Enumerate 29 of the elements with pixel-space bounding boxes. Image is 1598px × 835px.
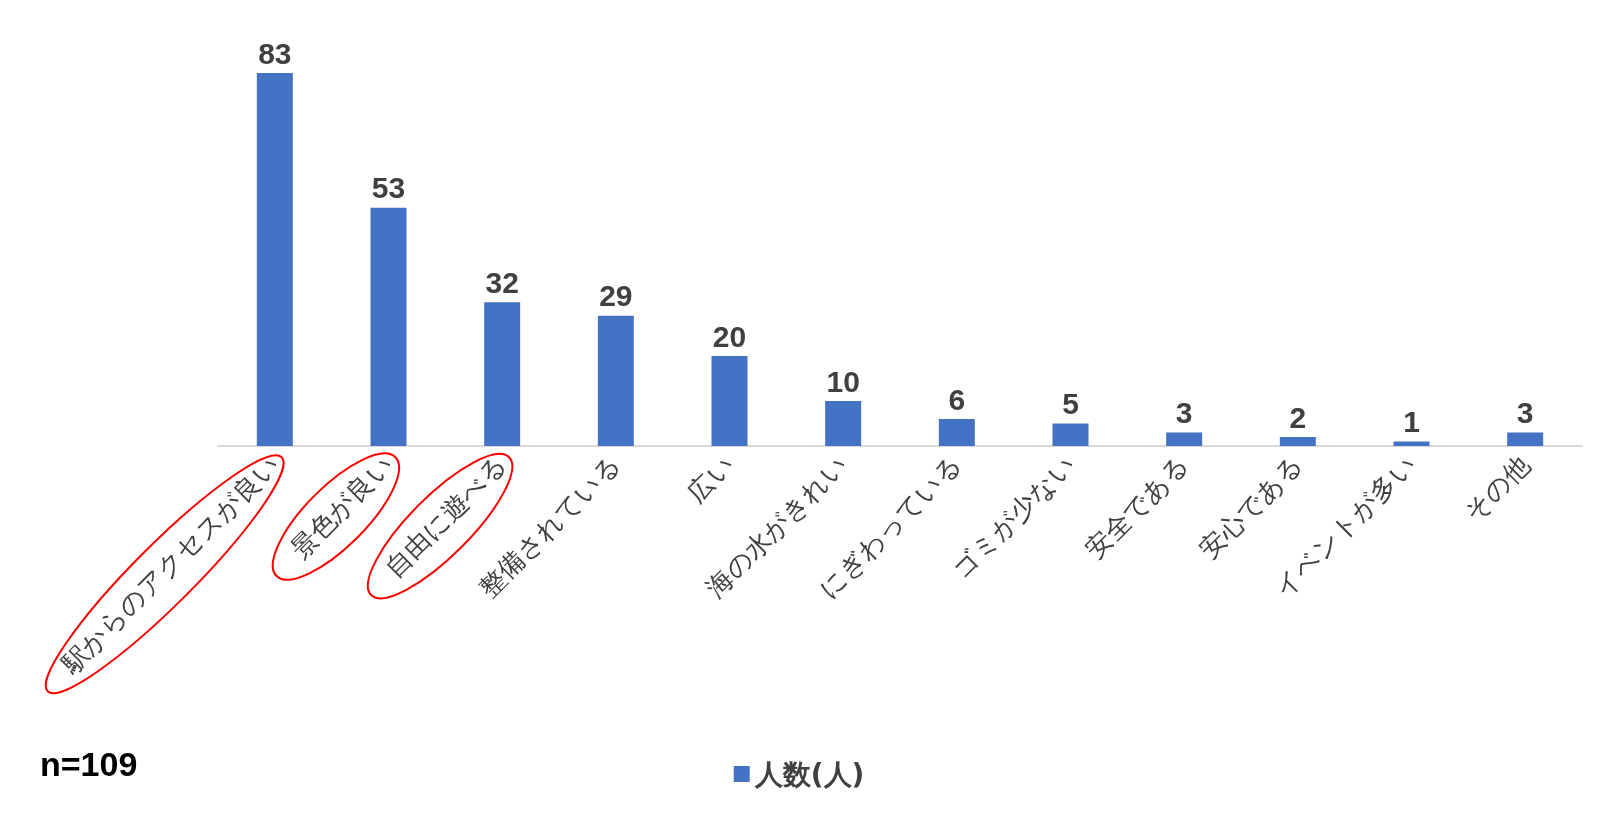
text: n=109 bbox=[40, 745, 138, 784]
data-label: 1 bbox=[1403, 405, 1420, 439]
x-tick-label: その他 bbox=[1457, 449, 1536, 528]
data-label: 3 bbox=[1175, 396, 1193, 430]
data-label: 83 bbox=[258, 36, 292, 70]
bar bbox=[1279, 437, 1316, 446]
bar bbox=[938, 419, 975, 446]
x-tick-label: 安全である bbox=[1079, 449, 1195, 565]
data-label: 10 bbox=[826, 364, 860, 398]
x-tick-label: 広い bbox=[681, 449, 741, 509]
bar bbox=[711, 356, 748, 446]
data-label: 5 bbox=[1062, 387, 1079, 421]
data-label: 2 bbox=[1289, 400, 1307, 434]
bar bbox=[256, 73, 293, 446]
bar bbox=[1166, 432, 1203, 446]
bar bbox=[1507, 432, 1544, 446]
bar bbox=[597, 315, 634, 446]
bar bbox=[1052, 423, 1089, 446]
data-label: 3 bbox=[1516, 396, 1534, 430]
legend-label: 人数(人) bbox=[753, 757, 865, 791]
data-label: 29 bbox=[599, 279, 633, 313]
data-label: 20 bbox=[712, 319, 747, 353]
data-label: 32 bbox=[485, 265, 519, 299]
bar bbox=[484, 302, 521, 446]
data-label: 6 bbox=[948, 382, 966, 416]
data-label: 53 bbox=[371, 171, 406, 205]
bar bbox=[370, 207, 407, 446]
bar bbox=[825, 401, 862, 446]
x-tick-label: 駅からのアクセスが良い bbox=[54, 449, 286, 680]
